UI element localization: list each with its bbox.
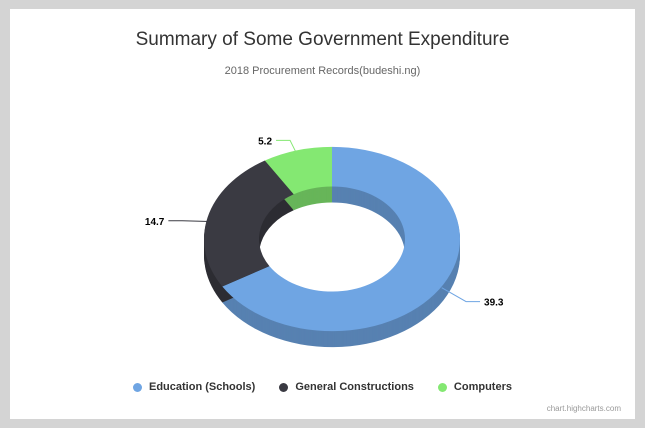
slice-computers[interactable] (264, 146, 332, 195)
label-connector-education-schools (441, 287, 481, 303)
data-label-computers: 5.2 (258, 136, 272, 147)
chart-subtitle: 2018 Procurement Records(budeshi.ng) (224, 65, 421, 77)
donut-chart: 39.3 14.7 5.2 (145, 136, 504, 348)
legend-label-computers: Computers (453, 381, 512, 393)
chart-legend: Education (Schools) General Construction… (10, 381, 635, 393)
data-label-education-schools: 39.3 (484, 298, 504, 309)
legend-item-education[interactable]: Education (Schools) (133, 381, 255, 393)
legend-swatch-computers (437, 382, 447, 392)
legend-item-general-constructions[interactable]: General Constructions (279, 381, 414, 393)
data-label-general-constructions: 14.7 (145, 217, 165, 228)
chart-credits[interactable]: chart.highcharts.com (546, 404, 621, 413)
chart-container: Summary of Some Government Expenditure 2… (10, 9, 635, 419)
chart-title: Summary of Some Government Expenditure (135, 29, 510, 50)
legend-swatch-general-constructions (279, 382, 289, 392)
legend-swatch-education (133, 382, 142, 392)
label-connector-general-constructions (168, 220, 210, 223)
legend-item-computers[interactable]: Computers (437, 381, 512, 393)
legend-label-general-constructions: General Constructions (295, 381, 414, 393)
slice-general-constructions[interactable] (204, 160, 294, 287)
slice-education-schools[interactable] (222, 146, 461, 332)
label-connector-computers (276, 139, 299, 156)
legend-label-education: Education (Schools) (149, 381, 256, 393)
